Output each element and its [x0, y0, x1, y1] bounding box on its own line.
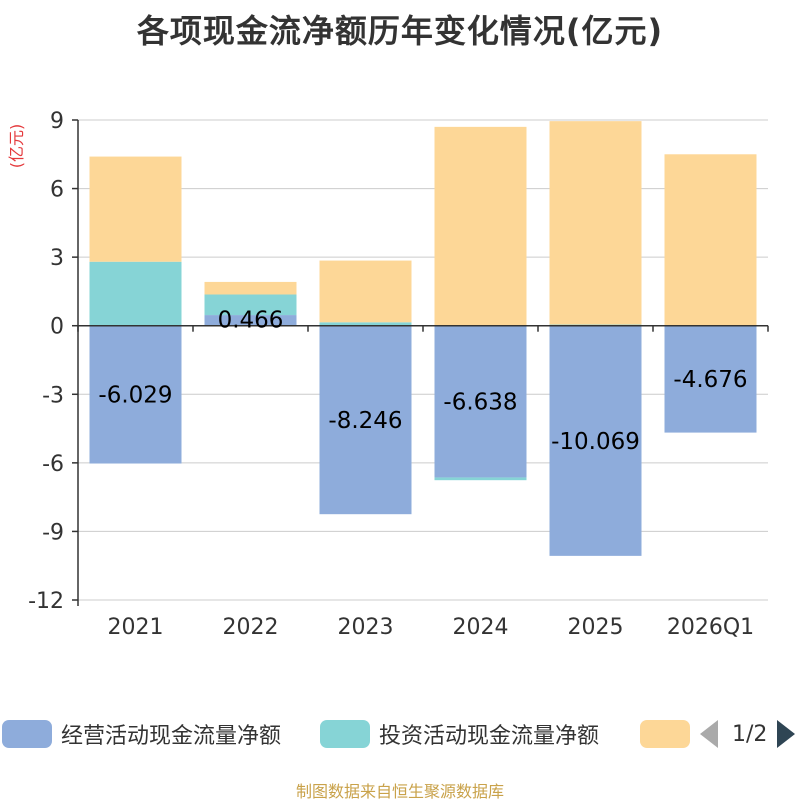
- legend-label-operating: 经营活动现金流量净额: [61, 724, 282, 749]
- bar-1-2024: [434, 325, 527, 478]
- chart-title: 各项现金流净额历年变化情况(亿元): [136, 12, 664, 50]
- bar-3-2021: [89, 156, 182, 262]
- legend-label-investing: 投资活动现金流量净额: [379, 724, 600, 749]
- bar-1-2023: [319, 325, 412, 515]
- y-tick-label: -3: [42, 383, 64, 408]
- legend-swatch-investing: [320, 720, 370, 748]
- next-page-icon[interactable]: [777, 720, 796, 748]
- legend-swatch-operating: [2, 720, 52, 748]
- bar-2-2021: [89, 261, 182, 326]
- y-tick-label: 9: [50, 109, 64, 134]
- bar-1-2025: [549, 325, 642, 556]
- legend-page-indicator: 1/2: [732, 721, 768, 747]
- legend-item-investing[interactable]: 投资活动现金流量净额: [320, 718, 599, 750]
- x-tick-label-2025: 2025: [568, 615, 624, 640]
- legend-pager: 1/2: [700, 718, 796, 750]
- bar-3-2022: [204, 281, 297, 295]
- y-tick-label: -12: [28, 589, 64, 614]
- bar-3-2026Q1: [664, 154, 757, 326]
- y-tick-label: -6: [42, 452, 64, 477]
- legend-item-operating[interactable]: 经营活动现金流量净额: [2, 718, 281, 750]
- y-axis-unit-label: (亿元): [7, 124, 26, 169]
- x-tick-label-2023: 2023: [338, 615, 394, 640]
- x-tick-label-2022: 2022: [223, 615, 279, 640]
- bar-1-2026Q1: [664, 325, 757, 433]
- bar-3-2024: [434, 126, 527, 326]
- previous-page-icon[interactable]: [700, 720, 718, 748]
- x-tick-label-2026Q1: 2026Q1: [667, 615, 754, 640]
- y-tick-label: -9: [42, 520, 64, 545]
- bar-3-2023: [319, 260, 412, 323]
- legend: 经营活动现金流量净额 投资活动现金流量净额 1/2: [0, 712, 800, 756]
- legend-swatch-financing: [640, 720, 690, 748]
- data-source-note: 制图数据来自恒生聚源数据库: [295, 782, 504, 801]
- y-tick-label: 3: [50, 246, 64, 271]
- data-label-2022: 0.466: [218, 308, 284, 334]
- bar-2-2022: [204, 294, 297, 316]
- grid: [78, 119, 768, 601]
- y-tick-label: 6: [50, 178, 64, 203]
- axes: 9 6 3 0 -3 -6 -9 -12 2021 2022 2023 2024 2025 2026Q1: [28, 109, 769, 640]
- x-tick-label-2021: 2021: [108, 615, 164, 640]
- bar-1-2021: [89, 325, 182, 464]
- bar-2-2023: [319, 322, 412, 326]
- data-label-2023: -8.246: [328, 408, 402, 434]
- data-labels: -6.029 0.466 -8.246 -6.638 -10.069 -4.676: [98, 308, 747, 455]
- data-label-2025: -10.069: [551, 429, 640, 455]
- bar-2-2024: [434, 477, 527, 481]
- data-label-2024: -6.638: [443, 390, 517, 416]
- legend-item-financing[interactable]: [640, 718, 690, 750]
- data-label-2021: -6.029: [98, 383, 172, 409]
- bar-3-2025: [549, 121, 642, 325]
- bars: [89, 121, 757, 556]
- x-tick-label-2024: 2024: [453, 615, 509, 640]
- data-label-2026Q1: -4.676: [673, 367, 747, 393]
- bar-1-2022: [204, 315, 297, 326]
- y-tick-label: 0: [50, 315, 64, 340]
